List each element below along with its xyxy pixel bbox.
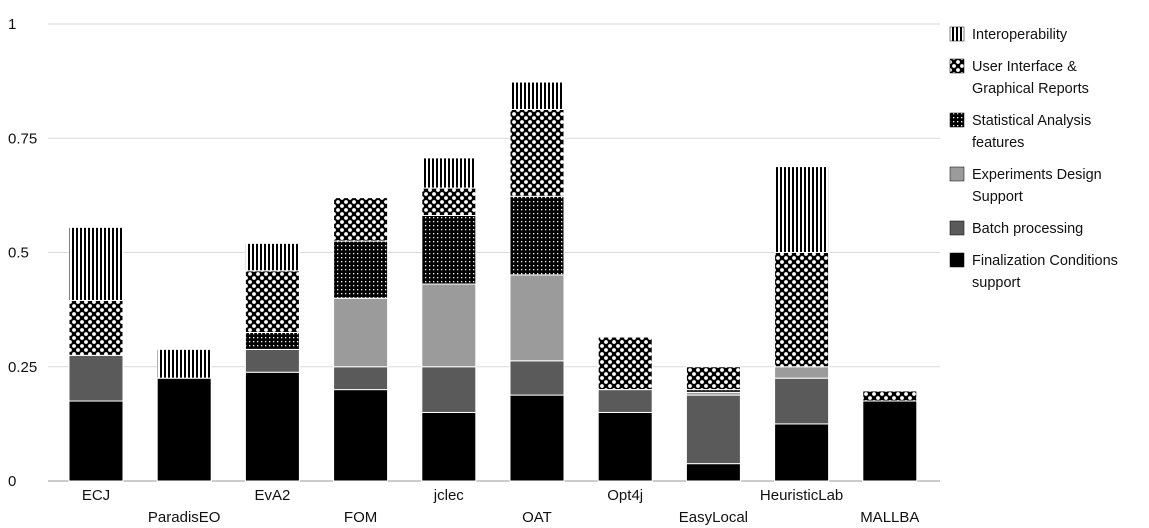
x-category-label: EasyLocal [679,509,748,526]
bar-segment [774,252,830,368]
bar-segment [685,394,741,465]
bar-segment [774,366,830,379]
bar-segment [509,108,565,197]
bar-segment [774,166,830,253]
bar-segment [333,297,389,368]
bar-segment [421,187,477,216]
bar-segment [509,274,565,362]
bar-segment [333,389,389,482]
bar-segment [421,214,477,285]
bars [68,81,918,482]
bar-stack-ecj [68,226,124,482]
legend-label: Finalization Conditions [972,253,1118,269]
legend-swatch [949,220,965,236]
bar-stack-heuristiclab [774,166,830,482]
bar-segment [156,348,212,379]
x-category-label: Opt4j [607,487,643,504]
legend-item: Interoperability [949,26,1068,43]
bar-segment [685,366,741,391]
x-category-label: jclec [433,487,465,504]
y-tick-label: 0 [8,473,16,490]
legend: Interoperability User Interface & Graphica… [949,26,1118,291]
bar-segment [68,400,124,482]
bar-stack-opt4j [597,336,653,482]
y-tick-label: 1 [8,16,16,33]
legend-label: User Interface & [972,59,1077,75]
bar-segment [421,411,477,482]
bar-segment [244,371,300,482]
legend-item: Statistical Analysis features [949,112,1091,151]
x-category-label: ECJ [82,487,110,504]
bar-segment [68,226,124,301]
legend-label: Support [972,189,1023,205]
bar-segment [244,242,300,272]
bar-segment [244,331,300,350]
x-category-label: HeuristicLab [760,487,843,504]
bar-stack-mallba [862,390,918,482]
legend-swatch [949,252,965,268]
legend-swatch [949,26,965,42]
x-category-label: EvA2 [254,487,290,504]
legend-label: support [972,275,1020,291]
bar-segment [862,400,918,482]
bar-segment [68,354,124,402]
bar-segment [597,336,653,391]
bar-stack-easylocal [685,366,741,482]
x-category-label: FOM [344,509,377,526]
bar-segment [509,360,565,396]
x-axis-labels: ECJ ParadisEO EvA2 FOM jclec OAT Opt4j EasyLoca… [82,487,920,526]
bar-segment [421,283,477,368]
y-tick-label: 0.5 [8,245,29,262]
legend-swatch [949,112,965,128]
bar-segment [333,366,389,391]
legend-label: Graphical Reports [972,81,1089,97]
bar-segment [68,299,124,356]
legend-item: Experiments Design Support [949,166,1102,205]
bar-stack-eva2 [244,242,300,482]
bar-segment [421,157,477,189]
legend-label: Experiments Design [972,167,1102,183]
y-tick-label: 0.75 [8,130,37,147]
bar-segment [421,366,477,413]
bar-segment [597,389,653,413]
legend-label: features [972,135,1024,151]
bar-segment [244,348,300,373]
bar-segment [156,377,212,482]
bar-segment [509,195,565,276]
bar-segment [862,390,918,402]
bar-segment [685,463,741,482]
bar-segment [333,197,389,242]
bar-stack-paradiseo [156,348,212,482]
bar-segment [333,240,389,299]
legend-label: Batch processing [972,221,1083,237]
y-tick-label: 0.25 [8,359,37,376]
legend-swatch [949,166,965,182]
bar-stack-fom [333,197,389,482]
legend-label: Interoperability [972,27,1068,43]
bar-segment [244,270,300,333]
legend-item: Finalization Conditions support [949,252,1118,291]
bar-segment [509,394,565,482]
legend-swatch [949,58,965,74]
legend-item: Batch processing [949,220,1083,237]
bar-segment [597,411,653,482]
legend-label: Statistical Analysis [972,113,1091,129]
legend-item: User Interface & Graphical Reports [949,58,1089,97]
bar-stack-jclec [421,157,477,482]
x-category-label: MALLBA [860,509,919,526]
x-category-label: ParadisEO [148,509,221,526]
bar-segment [774,377,830,425]
x-category-label: OAT [522,509,552,526]
bar-segment [509,81,565,110]
y-axis: 0 0.25 0.5 0.75 1 [8,16,37,490]
bar-stack-oat [509,81,565,482]
bar-segment [774,423,830,482]
